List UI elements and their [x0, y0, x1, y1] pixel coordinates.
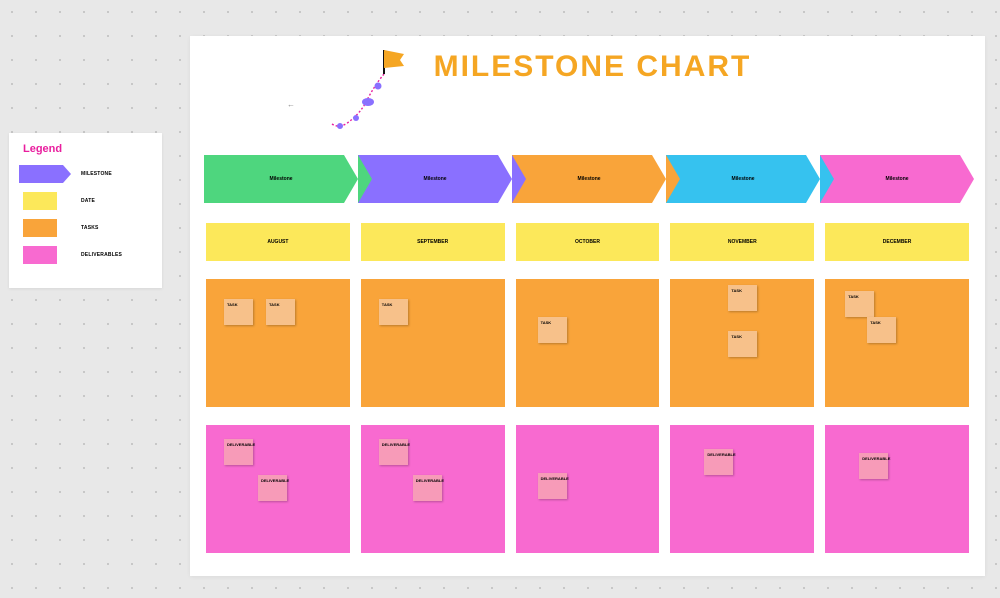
task-sticky[interactable]: TASK	[379, 299, 408, 325]
legend-label: TASKS	[81, 225, 99, 231]
date-card[interactable]: OCTOBER	[516, 223, 660, 261]
task-sticky[interactable]: TASK	[224, 299, 253, 325]
milestone-label: Milestone	[834, 155, 960, 203]
deliverable-sticky[interactable]: DELIVERABLE	[704, 449, 733, 475]
chart-grid: AUGUST SEPTEMBER OCTOBER NOVEMBER DECEMB…	[206, 223, 969, 568]
deliverable-board[interactable]: DELIVERABLEDELIVERABLE	[206, 425, 350, 553]
chart-canvas: ← MILESTONE CHART Milestone Milestone Mi…	[190, 36, 985, 576]
deliverable-board[interactable]: DELIVERABLE	[825, 425, 969, 553]
back-arrow-icon[interactable]: ←	[287, 100, 295, 109]
tasks-row: TASKTASK TASK TASK TASKTASK TASKTASK	[206, 279, 969, 407]
legend-swatch	[23, 192, 57, 210]
milestone-label: Milestone	[372, 155, 498, 203]
milestone-segment-3[interactable]: Milestone	[666, 155, 820, 203]
deliverable-sticky[interactable]: DELIVERABLE	[413, 475, 442, 501]
legend-item-tasks: TASKS	[19, 219, 152, 237]
legend-title: Legend	[23, 143, 152, 155]
task-sticky[interactable]: TASK	[728, 331, 757, 357]
legend-swatch	[23, 219, 57, 237]
task-sticky[interactable]: TASK	[538, 317, 567, 343]
legend-label: MILESTONE	[81, 171, 112, 177]
deliverables-row: DELIVERABLEDELIVERABLE DELIVERABLEDELIVE…	[206, 425, 969, 553]
deliverable-board[interactable]: DELIVERABLE	[670, 425, 814, 553]
task-board[interactable]: TASK	[361, 279, 505, 407]
task-board[interactable]: TASK TASK	[670, 279, 814, 407]
dates-row: AUGUST SEPTEMBER OCTOBER NOVEMBER DECEMB…	[206, 223, 969, 261]
legend-item-date: DATE	[19, 192, 152, 210]
deliverable-sticky[interactable]: DELIVERABLE	[538, 473, 567, 499]
date-card[interactable]: DECEMBER	[825, 223, 969, 261]
deliverable-board[interactable]: DELIVERABLEDELIVERABLE	[361, 425, 505, 553]
deliverable-sticky[interactable]: DELIVERABLE	[224, 439, 253, 465]
milestone-segment-4[interactable]: Milestone	[820, 155, 974, 203]
chart-title: MILESTONE CHART	[434, 50, 752, 84]
milestone-segment-0[interactable]: Milestone	[204, 155, 358, 203]
legend-label: DATE	[81, 198, 95, 204]
legend-swatch	[23, 246, 57, 264]
task-sticky[interactable]: TASK	[867, 317, 896, 343]
task-sticky[interactable]: TASK	[266, 299, 295, 325]
date-card[interactable]: AUGUST	[206, 223, 350, 261]
legend-item-milestone: MILESTONE	[19, 165, 152, 183]
milestone-label: Milestone	[680, 155, 806, 203]
task-board[interactable]: TASK TASK	[206, 279, 350, 407]
chart-header: MILESTONE CHART	[190, 50, 985, 84]
milestone-segment-2[interactable]: Milestone	[512, 155, 666, 203]
deliverable-sticky[interactable]: DELIVERABLE	[379, 439, 408, 465]
legend-item-deliverables: DELIVERABLES	[19, 246, 152, 264]
legend-label: DELIVERABLES	[81, 252, 122, 258]
date-card[interactable]: NOVEMBER	[670, 223, 814, 261]
date-card[interactable]: SEPTEMBER	[361, 223, 505, 261]
legend-arrow-icon	[19, 165, 71, 183]
milestone-label: Milestone	[526, 155, 652, 203]
deliverable-sticky[interactable]: DELIVERABLE	[859, 453, 888, 479]
milestone-label: Milestone	[218, 155, 344, 203]
task-board[interactable]: TASK	[516, 279, 660, 407]
task-sticky[interactable]: TASK	[845, 291, 874, 317]
deliverable-sticky[interactable]: DELIVERABLE	[258, 475, 287, 501]
legend-panel: Legend MILESTONE DATE TASKS DELIVERABLES	[9, 133, 162, 288]
milestone-segment-1[interactable]: Milestone	[358, 155, 512, 203]
task-sticky[interactable]: TASK	[728, 285, 757, 311]
task-board[interactable]: TASKTASK	[825, 279, 969, 407]
milestone-strip: Milestone Milestone Milestone Milestone …	[204, 155, 974, 203]
deliverable-board[interactable]: DELIVERABLE	[516, 425, 660, 553]
